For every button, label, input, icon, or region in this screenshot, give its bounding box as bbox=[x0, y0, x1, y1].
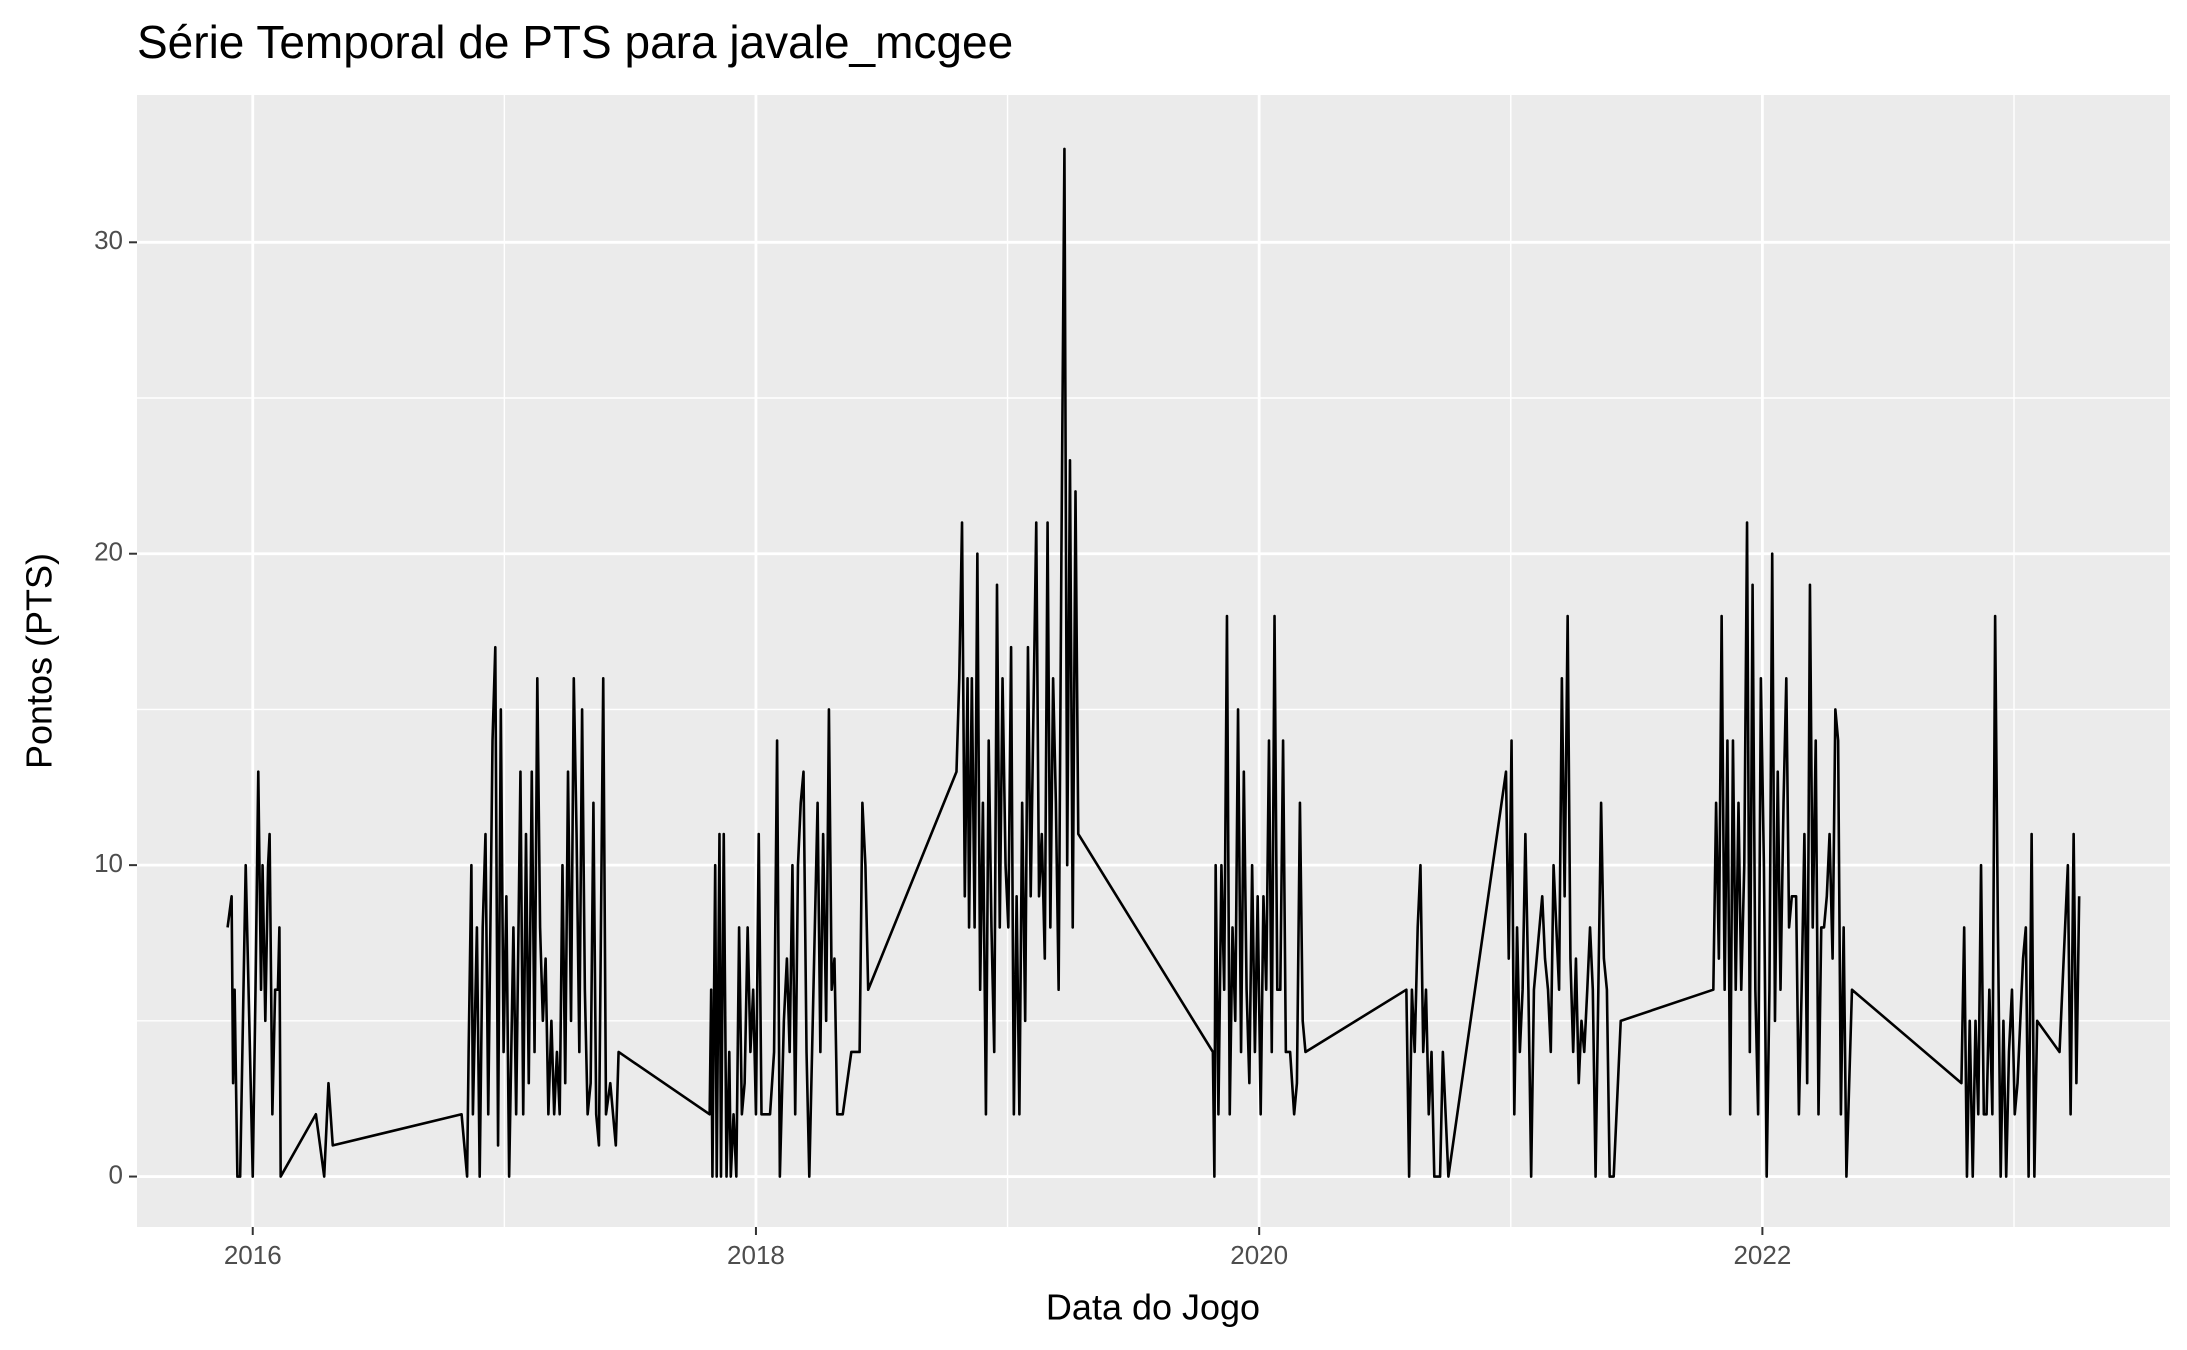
y-tick-label: 30 bbox=[94, 225, 123, 255]
y-axis-title: Pontos (PTS) bbox=[19, 553, 60, 769]
y-tick-label: 0 bbox=[109, 1159, 123, 1189]
y-tick-label: 20 bbox=[94, 537, 123, 567]
chart-title: Série Temporal de PTS para javale_mcgee bbox=[137, 16, 1013, 68]
x-axis-title: Data do Jogo bbox=[1046, 1287, 1260, 1328]
x-tick-label: 2022 bbox=[1733, 1240, 1791, 1270]
y-tick-label: 10 bbox=[94, 848, 123, 878]
x-tick-label: 2018 bbox=[727, 1240, 785, 1270]
x-tick-label: 2016 bbox=[224, 1240, 282, 1270]
plot-panel bbox=[137, 95, 2170, 1227]
x-tick-label: 2020 bbox=[1230, 1240, 1288, 1270]
data-line bbox=[226, 147, 2081, 1178]
